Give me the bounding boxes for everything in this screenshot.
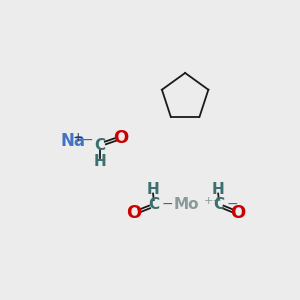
- Text: C: C: [213, 197, 224, 212]
- Text: C: C: [95, 138, 106, 153]
- Text: ++: ++: [204, 196, 223, 206]
- Text: +: +: [73, 131, 83, 144]
- Text: O: O: [126, 204, 142, 222]
- Text: H: H: [212, 182, 224, 197]
- Text: H: H: [147, 182, 159, 197]
- Text: Na: Na: [61, 132, 86, 150]
- Text: O: O: [114, 129, 129, 147]
- Text: O: O: [230, 204, 245, 222]
- Text: −: −: [161, 197, 173, 211]
- Text: −: −: [226, 197, 238, 211]
- Text: H: H: [94, 154, 107, 169]
- Text: −: −: [82, 133, 93, 147]
- Text: Mo: Mo: [174, 197, 199, 212]
- Text: C: C: [148, 197, 159, 212]
